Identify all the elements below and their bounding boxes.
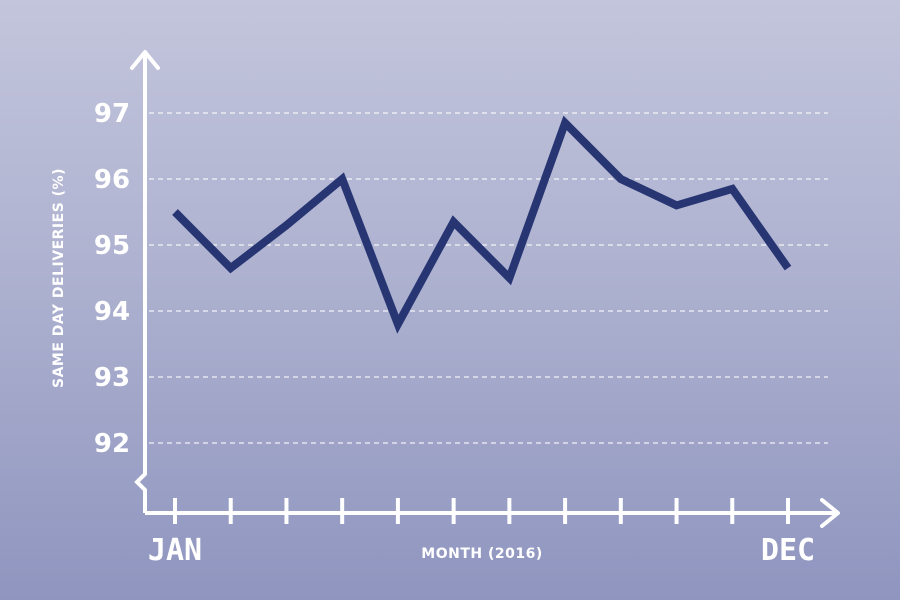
- x-start-label: JAN: [148, 533, 202, 568]
- y-tick-label: 95: [94, 231, 130, 261]
- y-tick-label: 94: [94, 297, 130, 327]
- grid-lines: [149, 112, 828, 444]
- x-end-label: DEC: [761, 533, 815, 568]
- y-axis-label: SAME DAY DELIVERIES (%): [51, 168, 67, 388]
- y-tick-labels: 92 93 94 95 96 97: [94, 99, 130, 459]
- x-ticks: [173, 498, 790, 524]
- y-tick-label: 96: [94, 165, 130, 195]
- y-tick-label: 97: [94, 99, 130, 129]
- y-axis: [134, 53, 147, 513]
- x-axis-arrow: [820, 498, 840, 528]
- y-tick-label: 93: [94, 363, 130, 393]
- x-axis-label: MONTH (2016): [421, 546, 542, 562]
- y-tick-label: 92: [94, 429, 130, 459]
- series: [172, 115, 792, 334]
- y-axis-arrow: [130, 50, 160, 70]
- axes: [130, 50, 840, 528]
- series-line: [172, 115, 792, 334]
